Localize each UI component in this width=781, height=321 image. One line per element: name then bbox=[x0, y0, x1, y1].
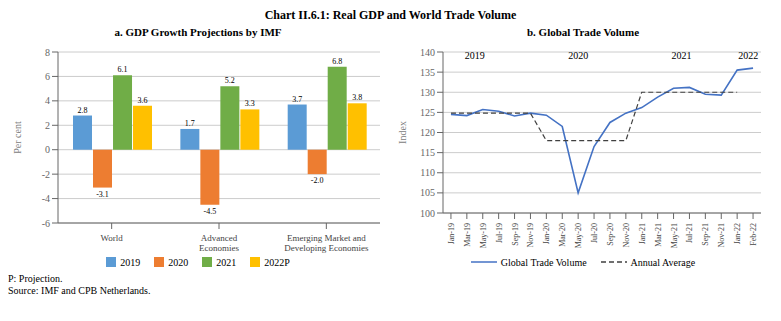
svg-text:110: 110 bbox=[420, 167, 435, 178]
html-text:2021: 2021 bbox=[216, 256, 237, 268]
svg-text:115: 115 bbox=[420, 147, 435, 158]
svg-text:Jul-20: Jul-20 bbox=[590, 223, 599, 243]
svg-text:World: World bbox=[101, 233, 124, 243]
svg-text:125: 125 bbox=[420, 107, 435, 118]
svg-text:6.8: 6.8 bbox=[332, 57, 342, 66]
svg-text:Index: Index bbox=[397, 121, 408, 144]
html-text:Global Trade Volume: Global Trade Volume bbox=[500, 256, 587, 268]
html-text:Source: IMF and CPB Netherland: Source: IMF and CPB Netherlands. bbox=[8, 285, 151, 296]
svg-text:2022: 2022 bbox=[738, 52, 758, 61]
svg-text:5.2: 5.2 bbox=[225, 76, 235, 85]
html-text:b. Global Trade Volume: b. Global Trade Volume bbox=[527, 26, 639, 38]
svg-text:140: 140 bbox=[420, 47, 435, 58]
svg-text:Mar-20: Mar-20 bbox=[558, 223, 567, 247]
svg-text:2019: 2019 bbox=[465, 52, 485, 61]
svg-text:135: 135 bbox=[420, 67, 435, 78]
svg-text:2020: 2020 bbox=[568, 52, 588, 61]
svg-text:Jul-19: Jul-19 bbox=[495, 223, 504, 243]
svg-text:2: 2 bbox=[45, 120, 50, 131]
svg-text:Jan-19: Jan-19 bbox=[447, 223, 456, 244]
svg-text:May-19: May-19 bbox=[479, 223, 488, 248]
svg-text:6: 6 bbox=[45, 71, 50, 82]
svg-text:Per cent: Per cent bbox=[12, 121, 23, 154]
svg-text:0: 0 bbox=[45, 144, 50, 155]
svg-text:3.6: 3.6 bbox=[138, 96, 148, 105]
html-text:2020: 2020 bbox=[168, 256, 189, 268]
svg-text:Sep-21: Sep-21 bbox=[701, 223, 710, 246]
html-text:a. GDP Growth Projections by I: a. GDP Growth Projections by IMF bbox=[114, 26, 282, 38]
svg-text:-6: -6 bbox=[42, 218, 50, 229]
html-text:Annual Average: Annual Average bbox=[630, 256, 696, 268]
html-text:2019: 2019 bbox=[120, 256, 141, 268]
html-text:P: Projection.: P: Projection. bbox=[8, 273, 63, 284]
svg-text:3.8: 3.8 bbox=[352, 93, 362, 102]
svg-text:Mar-19: Mar-19 bbox=[463, 223, 472, 247]
svg-text:6.1: 6.1 bbox=[118, 65, 128, 74]
svg-text:-4: -4 bbox=[42, 193, 50, 204]
svg-text:Nov-19: Nov-19 bbox=[526, 223, 535, 247]
svg-text:120: 120 bbox=[420, 127, 435, 138]
svg-text:Feb-22: Feb-22 bbox=[749, 223, 758, 246]
svg-text:May-21: May-21 bbox=[670, 223, 679, 248]
svg-text:Nov-21: Nov-21 bbox=[717, 223, 726, 247]
svg-text:Sep-20: Sep-20 bbox=[606, 223, 615, 246]
svg-text:AdvancedEconomies: AdvancedEconomies bbox=[199, 233, 239, 253]
svg-text:3.3: 3.3 bbox=[245, 99, 255, 108]
svg-text:105: 105 bbox=[420, 187, 435, 198]
svg-text:Jan-20: Jan-20 bbox=[542, 223, 551, 244]
svg-text:Mar-21: Mar-21 bbox=[654, 223, 663, 247]
svg-text:Jan-21: Jan-21 bbox=[638, 223, 647, 244]
svg-text:8: 8 bbox=[45, 47, 50, 58]
svg-text:-2: -2 bbox=[42, 169, 50, 180]
svg-text:1.7: 1.7 bbox=[185, 119, 195, 128]
svg-text:May-20: May-20 bbox=[574, 223, 583, 248]
svg-text:Sep-19: Sep-19 bbox=[511, 223, 520, 246]
svg-text:Nov-20: Nov-20 bbox=[622, 223, 631, 247]
svg-text:Jul-21: Jul-21 bbox=[685, 223, 694, 243]
svg-text:Jan-22: Jan-22 bbox=[733, 223, 742, 244]
svg-text:3.7: 3.7 bbox=[292, 95, 302, 104]
svg-text:Emerging Market andDeveloping: Emerging Market andDeveloping Economies bbox=[284, 233, 369, 253]
html-text:Chart II.6.1: Real GDP and Wor: Chart II.6.1: Real GDP and World Trade V… bbox=[264, 8, 517, 22]
svg-text:-3.1: -3.1 bbox=[96, 190, 109, 199]
svg-text:100: 100 bbox=[420, 208, 435, 219]
svg-text:-4.5: -4.5 bbox=[204, 207, 217, 216]
svg-text:-2.0: -2.0 bbox=[311, 176, 324, 185]
svg-text:4: 4 bbox=[45, 95, 50, 106]
svg-text:2.8: 2.8 bbox=[78, 106, 88, 115]
svg-text:130: 130 bbox=[420, 87, 435, 98]
html-text:2022P: 2022P bbox=[264, 256, 290, 268]
svg-text:2021: 2021 bbox=[672, 52, 692, 61]
